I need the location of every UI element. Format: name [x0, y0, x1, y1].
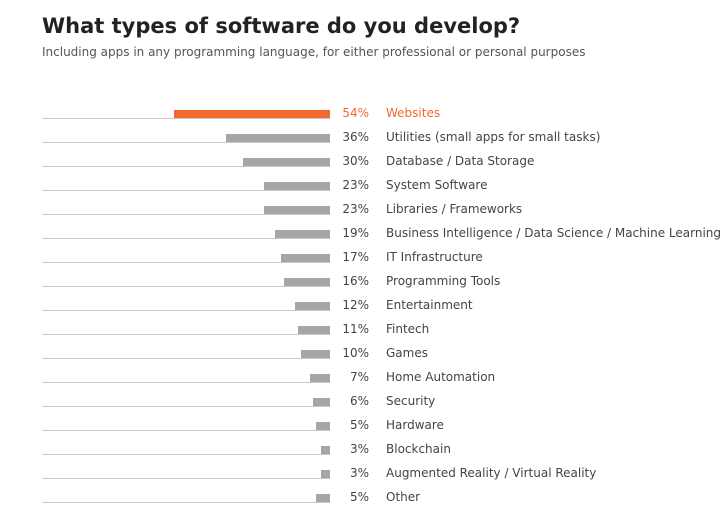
category-label: Database / Data Storage	[386, 154, 535, 168]
bar	[284, 278, 330, 286]
bar	[316, 494, 330, 502]
bar	[295, 302, 330, 310]
bar-baseline	[42, 502, 330, 503]
value-label: 36%	[342, 130, 369, 144]
category-label: Utilities (small apps for small tasks)	[386, 130, 601, 144]
value-label: 3%	[349, 466, 369, 480]
bar	[313, 398, 330, 406]
chart-row: 3% Blockchain	[0, 438, 723, 462]
bar	[264, 206, 330, 214]
chart-row: 19% Business Intelligence / Data Science …	[0, 222, 723, 246]
value-label: 12%	[342, 298, 369, 312]
bar-baseline	[42, 358, 330, 359]
value-label: 30%	[342, 154, 369, 168]
category-label: Entertainment	[386, 298, 473, 312]
chart-row: 23% System Software	[0, 174, 723, 198]
bar-baseline	[42, 310, 330, 311]
value-label: 5%	[349, 418, 369, 432]
bar	[298, 326, 330, 334]
chart-row: 30% Database / Data Storage	[0, 150, 723, 174]
value-label: 5%	[349, 490, 369, 504]
page-title: What types of software do you develop?	[42, 14, 521, 38]
bar	[174, 110, 330, 118]
bar	[321, 470, 330, 478]
category-label: Other	[386, 490, 421, 504]
bar-baseline	[42, 142, 330, 143]
bar	[281, 254, 330, 262]
bar-baseline	[42, 190, 330, 191]
bar-baseline	[42, 406, 330, 407]
category-label: Libraries / Frameworks	[386, 202, 523, 216]
bar	[321, 446, 330, 454]
chart-row: 5% Hardware	[0, 414, 723, 438]
category-label: Hardware	[386, 418, 444, 432]
chart-row: 7% Home Automation	[0, 366, 723, 390]
category-label: Home Automation	[386, 370, 496, 384]
bar-baseline	[42, 382, 330, 383]
category-label: Fintech	[386, 322, 430, 336]
bar	[226, 134, 330, 142]
category-label: Programming Tools	[386, 274, 501, 288]
bar	[310, 374, 330, 382]
category-label: Security	[386, 394, 436, 408]
chart-row: 23% Libraries / Frameworks	[0, 198, 723, 222]
bar	[243, 158, 330, 166]
value-label: 23%	[342, 178, 369, 192]
category-label: Blockchain	[386, 442, 451, 456]
value-label: 10%	[342, 346, 369, 360]
category-label: Business Intelligence / Data Science / M…	[386, 226, 722, 240]
category-label: Websites	[386, 106, 441, 120]
bar	[264, 182, 330, 190]
bar-baseline	[42, 430, 330, 431]
bar-baseline	[42, 214, 330, 215]
chart-row: 54% Websites	[0, 102, 723, 126]
chart-row: 5% Other	[0, 486, 723, 510]
bar-baseline	[42, 478, 330, 479]
value-label: 17%	[342, 250, 369, 264]
bar	[275, 230, 330, 238]
bar-baseline	[42, 262, 330, 263]
value-label: 11%	[342, 322, 369, 336]
bar-baseline	[42, 166, 330, 167]
value-label: 6%	[349, 394, 369, 408]
category-label: System Software	[386, 178, 488, 192]
chart-row: 17% IT Infrastructure	[0, 246, 723, 270]
bar	[316, 422, 330, 430]
chart-row: 16% Programming Tools	[0, 270, 723, 294]
bar-baseline	[42, 238, 330, 239]
bar-baseline	[42, 118, 330, 119]
bar-baseline	[42, 286, 330, 287]
chart-row: 6% Security	[0, 390, 723, 414]
value-label: 54%	[342, 106, 369, 120]
page-subtitle: Including apps in any programming langua…	[42, 45, 586, 59]
value-label: 16%	[342, 274, 369, 288]
chart-row: 36% Utilities (small apps for small tasks…	[0, 126, 723, 150]
value-label: 23%	[342, 202, 369, 216]
chart-row: 10% Games	[0, 342, 723, 366]
chart-row: 11% Fintech	[0, 318, 723, 342]
bar-baseline	[42, 334, 330, 335]
value-label: 3%	[349, 442, 369, 456]
bar-baseline	[42, 454, 330, 455]
chart-row: 3% Augmented Reality / Virtual Reality	[0, 462, 723, 486]
value-label: 19%	[342, 226, 369, 240]
category-label: IT Infrastructure	[386, 250, 483, 264]
chart-row: 12% Entertainment	[0, 294, 723, 318]
bar-chart: 54% Websites 36% Utilities (small apps for …	[0, 102, 723, 512]
value-label: 7%	[349, 370, 369, 384]
category-label: Games	[386, 346, 428, 360]
category-label: Augmented Reality / Virtual Reality	[386, 466, 597, 480]
bar	[301, 350, 330, 358]
